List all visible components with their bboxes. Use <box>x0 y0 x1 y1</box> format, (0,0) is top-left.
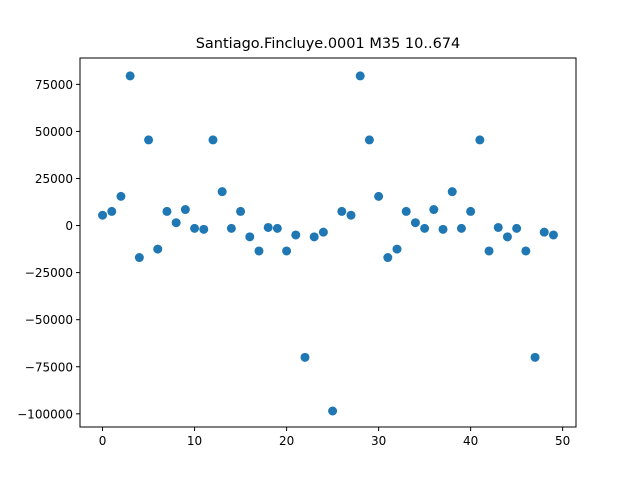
data-point <box>153 244 163 254</box>
data-point <box>98 210 108 220</box>
data-point <box>125 71 135 81</box>
y-tick-label: −50000 <box>25 313 73 327</box>
data-point <box>263 222 273 232</box>
data-point <box>392 244 402 254</box>
data-point <box>521 246 531 256</box>
data-point <box>364 135 374 145</box>
data-point <box>502 232 512 242</box>
data-point <box>539 227 549 237</box>
x-tick-label: 0 <box>99 434 107 448</box>
data-point <box>401 206 411 216</box>
y-tick-label: 25000 <box>35 172 73 186</box>
data-point <box>162 206 172 216</box>
data-point <box>420 223 430 233</box>
data-point <box>355 71 365 81</box>
data-point <box>374 191 384 201</box>
x-tick-label: 50 <box>555 434 570 448</box>
data-point <box>309 232 319 242</box>
data-point <box>107 206 117 216</box>
x-tick-label: 10 <box>187 434 202 448</box>
y-axis: −100000 −75000 −50000 −25000 0 25000 50000 7500… <box>17 78 80 421</box>
data-point <box>328 406 338 416</box>
plot-area-frame <box>79 57 577 428</box>
data-point <box>493 222 503 232</box>
data-point <box>447 187 457 197</box>
data-point <box>282 246 292 256</box>
data-point <box>208 135 218 145</box>
data-points <box>98 71 558 416</box>
data-point <box>456 223 466 233</box>
data-point <box>236 206 246 216</box>
y-tick-label: 0 <box>65 219 73 233</box>
x-tick-label: 40 <box>463 434 478 448</box>
y-tick-label: −25000 <box>25 266 73 280</box>
data-point <box>254 246 264 256</box>
x-axis: 0 10 20 30 40 50 <box>99 427 570 448</box>
data-point <box>512 223 522 233</box>
y-tick-label: 50000 <box>35 125 73 139</box>
data-point <box>171 218 181 228</box>
data-point <box>548 230 558 240</box>
data-point <box>346 210 356 220</box>
x-tick-label: 20 <box>279 434 294 448</box>
data-point <box>217 187 227 197</box>
data-point <box>318 227 328 237</box>
data-point <box>337 206 347 216</box>
data-point <box>429 205 439 215</box>
data-point <box>530 352 540 362</box>
data-point <box>226 223 236 233</box>
data-point <box>475 135 485 145</box>
data-point <box>466 206 476 216</box>
data-point <box>116 191 126 201</box>
y-tick-label: −100000 <box>17 407 73 421</box>
data-point <box>144 135 154 145</box>
data-point <box>291 230 301 240</box>
data-point <box>410 218 420 228</box>
data-point <box>300 352 310 362</box>
y-tick-label: −75000 <box>25 360 73 374</box>
data-point <box>245 232 255 242</box>
data-point <box>438 224 448 234</box>
data-point <box>199 224 209 234</box>
data-point <box>484 246 494 256</box>
data-point <box>180 205 190 215</box>
data-point <box>383 253 393 263</box>
data-point <box>134 253 144 263</box>
data-point <box>190 223 200 233</box>
data-point <box>272 223 282 233</box>
x-tick-label: 30 <box>371 434 386 448</box>
chart-title: Santiago.Fincluye.0001 M35 10..674 <box>196 36 461 52</box>
y-tick-label: 75000 <box>35 78 73 92</box>
